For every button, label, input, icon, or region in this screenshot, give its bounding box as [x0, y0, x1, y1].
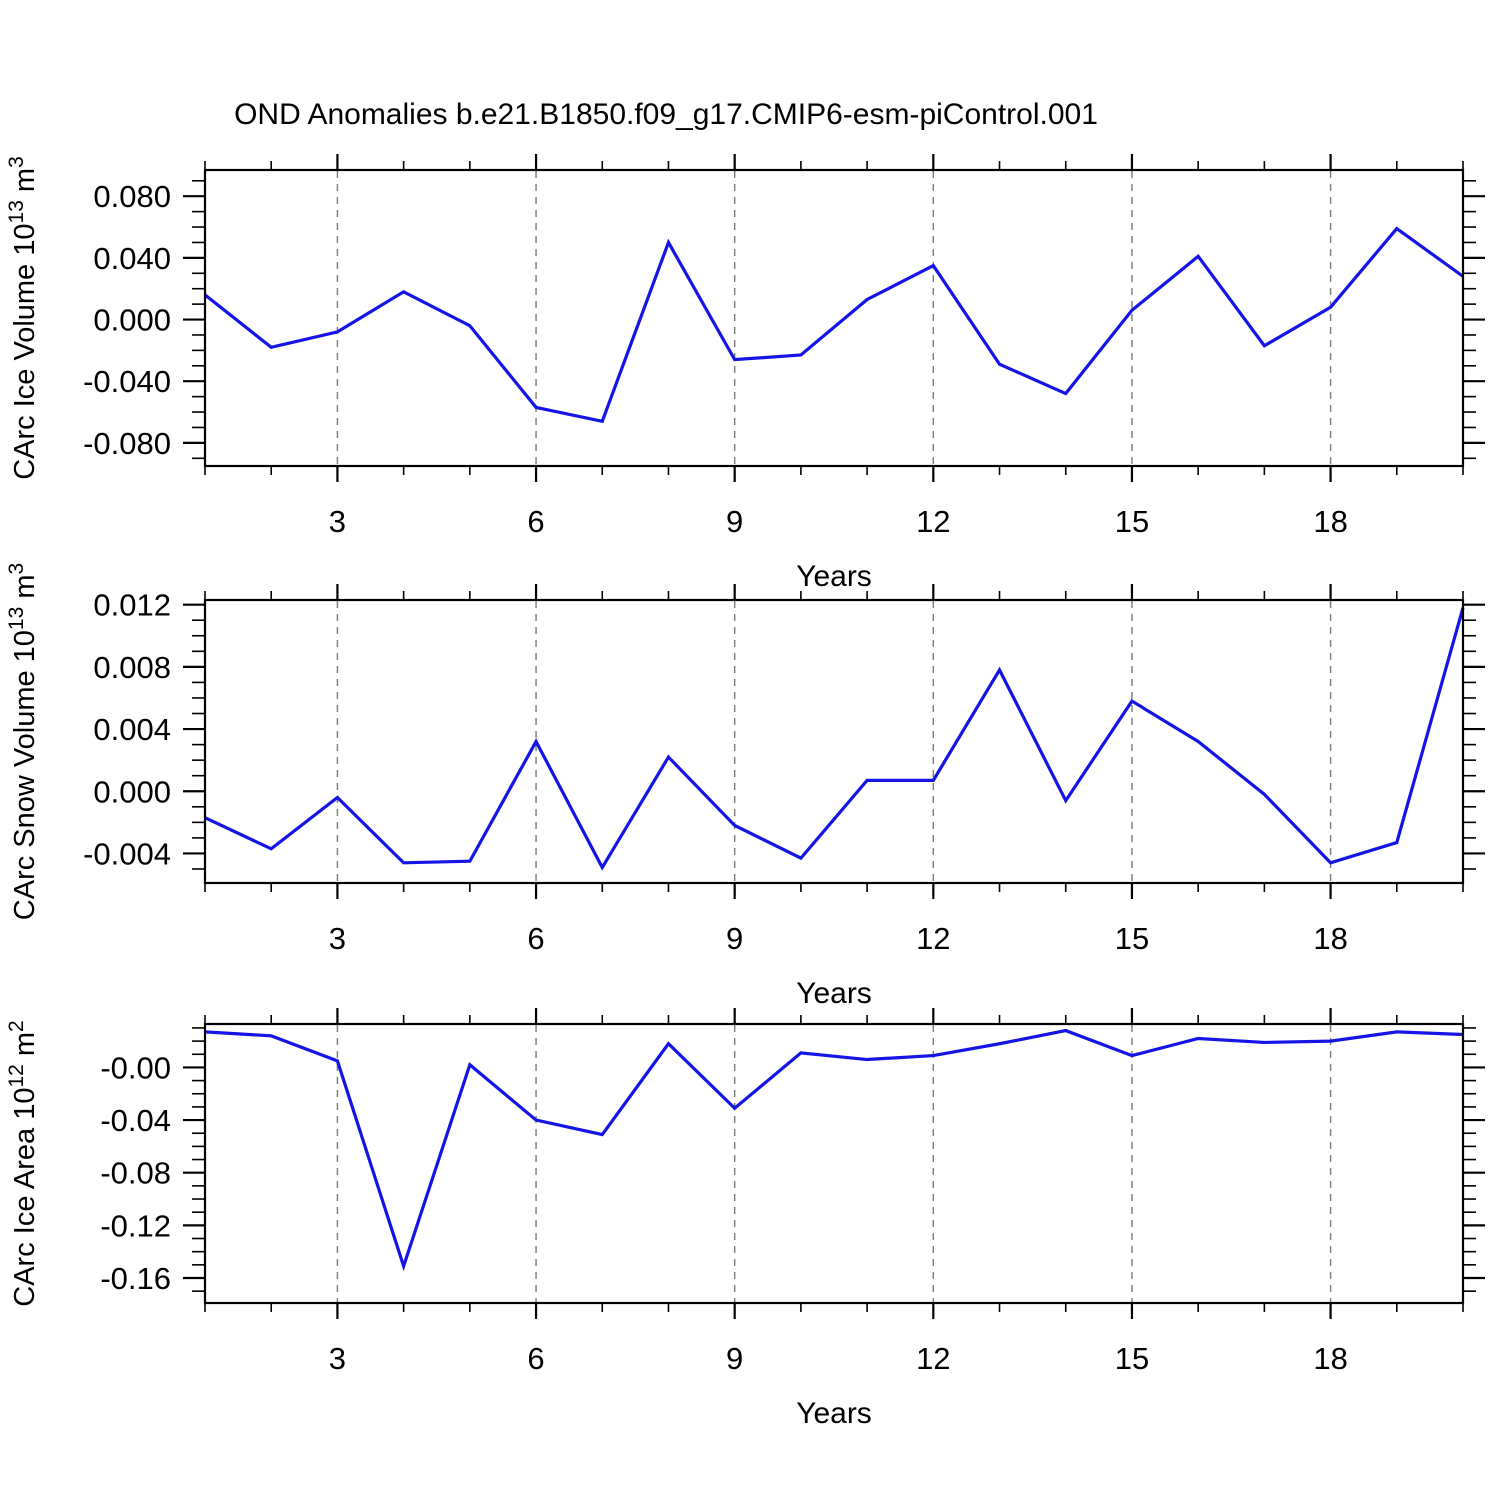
- x-tick-label: 6: [527, 504, 544, 539]
- y-tick-label: -0.00: [100, 1050, 171, 1085]
- x-tick-label: 3: [329, 504, 346, 539]
- data-line: [204, 1028, 1464, 1272]
- x-tick-label: 3: [329, 1341, 346, 1376]
- x-tick-label: 18: [1313, 921, 1347, 956]
- y-tick-label: 0.000: [93, 774, 171, 809]
- x-tick-label: 12: [916, 504, 950, 539]
- y-tick-label: -0.08: [100, 1156, 171, 1191]
- y-axis-title: CArc Ice Volume 1013 m3: [5, 156, 41, 480]
- y-tick-label: 0.040: [93, 241, 171, 276]
- x-tick-label: 9: [726, 504, 743, 539]
- x-tick-label: 6: [527, 1341, 544, 1376]
- x-tick-label: 9: [726, 1341, 743, 1376]
- x-tick-label: 15: [1115, 1341, 1149, 1376]
- x-axis-title: Years: [796, 560, 872, 593]
- data-line: [204, 607, 1465, 871]
- y-tick-label: -0.080: [83, 426, 171, 461]
- y-tick-label: -0.004: [83, 836, 171, 871]
- chart-panel: 0.012 0.008 0.004 0.000 -0.004 3 6 9 12 15 18 Years…: [5, 563, 1485, 1010]
- chart-panel: 0.080 0.040 0.000 -0.040 -0.080 3 6 9 12 15 18 Year…: [5, 154, 1485, 593]
- x-tick-label: 3: [329, 921, 346, 956]
- figure-title: OND Anomalies b.e21.B1850.f09_g17.CMIP6-…: [234, 98, 1098, 131]
- x-tick-label: 12: [916, 921, 950, 956]
- y-axis-title: CArc Snow Volume 1013 m3: [5, 563, 41, 920]
- plot-frame: [203, 1022, 1465, 1305]
- x-tick-label: 15: [1115, 921, 1149, 956]
- x-tick-label: 18: [1313, 1341, 1347, 1376]
- plot-frame: [203, 598, 1465, 885]
- x-axis-title: Years: [796, 1397, 872, 1430]
- x-tick-label: 9: [726, 921, 743, 956]
- y-tick-label: 0.000: [93, 303, 171, 338]
- y-tick-label: -0.12: [100, 1208, 171, 1243]
- x-axis-title: Years: [796, 977, 872, 1010]
- x-tick-label: 12: [916, 1341, 950, 1376]
- y-tick-label: 0.008: [93, 650, 171, 685]
- x-tick-label: 15: [1115, 504, 1149, 539]
- x-tick-label: 6: [527, 921, 544, 956]
- y-tick-label: -0.16: [100, 1261, 171, 1296]
- plot-frame: [203, 168, 1465, 468]
- data-line: [204, 226, 1464, 424]
- y-tick-label: 0.012: [93, 588, 171, 623]
- y-tick-label: -0.04: [100, 1103, 171, 1138]
- y-tick-label: 0.080: [93, 179, 171, 214]
- y-axis-title: CArc Ice Area 1012 m2: [5, 1020, 41, 1306]
- x-tick-label: 18: [1313, 504, 1347, 539]
- y-tick-label: 0.004: [93, 712, 171, 747]
- chart-panel: -0.00 -0.04 -0.08 -0.12 -0.16 3 6 9 12 15 18 Years C…: [5, 1008, 1485, 1430]
- y-tick-label: -0.040: [83, 364, 171, 399]
